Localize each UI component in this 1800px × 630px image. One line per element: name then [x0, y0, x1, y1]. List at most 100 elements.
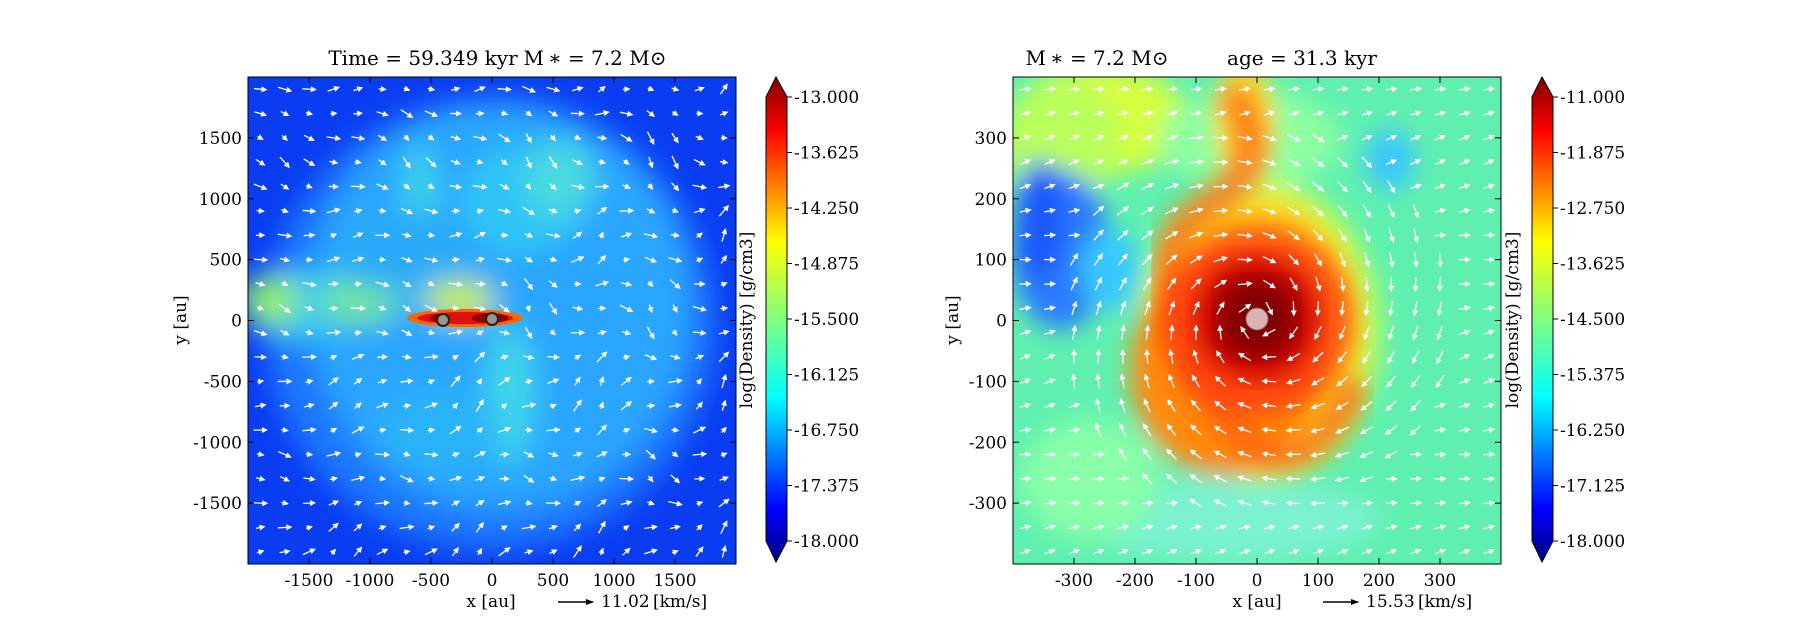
- right-velocity-arrow: [1068, 183, 1081, 190]
- left-velocity-arrow: [376, 329, 389, 336]
- right-velocity-arrow: [1214, 110, 1227, 117]
- left-velocity-arrow: [646, 326, 655, 340]
- right-velocity-arrow: [1213, 207, 1229, 214]
- left-velocity-arrow: [574, 134, 582, 141]
- left-velocity-arrow: [498, 208, 512, 215]
- left-velocity-arrow: [427, 183, 435, 189]
- left-velocity-arrow: [280, 183, 290, 190]
- right-velocity-arrow: [1412, 325, 1419, 341]
- right-velocity-arrow: [1458, 427, 1471, 433]
- right-velocity-arrow: [1411, 350, 1420, 365]
- right-velocity-arrow: [1044, 305, 1056, 312]
- left-velocity-arrow: [693, 426, 707, 434]
- right-xtick-label: -200: [1116, 571, 1154, 591]
- right-velocity-arrow: [1237, 475, 1252, 482]
- left-velocity-arrow: [256, 207, 265, 214]
- left-velocity-arrow: [692, 305, 708, 312]
- left-velocity-arrow: [548, 280, 558, 288]
- left-velocity-arrow: [302, 426, 317, 433]
- right-velocity-arrow: [1412, 252, 1419, 268]
- left-colorbar-tick-label: -17.375: [794, 477, 859, 497]
- right-velocity-arrow: [1237, 499, 1252, 506]
- left-velocity-arrow: [351, 353, 365, 360]
- left-velocity-arrow: [546, 232, 561, 239]
- right-velocity-arrow: [1143, 373, 1150, 389]
- right-velocity-arrow: [1388, 252, 1395, 268]
- left-velocity-arrow: [403, 499, 411, 506]
- left-velocity-arrow: [377, 378, 388, 385]
- left-velocity-arrow: [329, 476, 338, 482]
- right-velocity-arrow: [1044, 548, 1056, 555]
- left-velocity-arrow: [644, 524, 658, 531]
- right-velocity-arrow: [1315, 277, 1322, 292]
- left-velocity-arrow: [671, 329, 678, 336]
- left-velocity-arrow: [451, 86, 461, 93]
- left-velocity-arrow: [424, 353, 439, 360]
- right-velocity-arrow: [1019, 500, 1032, 507]
- right-velocity-arrow: [1483, 305, 1496, 312]
- left-velocity-arrow: [451, 452, 460, 458]
- right-velocity-arrow: [1483, 500, 1496, 507]
- right-velocity-arrow: [1458, 524, 1471, 531]
- left-velocity-arrow: [378, 207, 387, 214]
- right-velocity-arrow: [1459, 183, 1471, 190]
- right-velocity-arrow: [1214, 375, 1226, 387]
- right-velocity-arrow: [1412, 204, 1420, 219]
- right-velocity-arrow: [1213, 499, 1228, 507]
- left-velocity-arrow: [719, 159, 729, 166]
- right-velocity-arrow: [1214, 524, 1227, 531]
- left-velocity-arrow: [693, 329, 707, 336]
- right-velocity-arrow: [1436, 350, 1444, 365]
- right-velocity-arrow: [1239, 86, 1252, 93]
- left-velocity-arrow: [450, 134, 462, 141]
- left-velocity-arrow: [598, 376, 605, 386]
- right-velocity-arrow: [1213, 256, 1229, 263]
- left-velocity-arrow: [255, 158, 266, 166]
- right-ytick-label: 100: [975, 251, 1007, 271]
- right-xtick-label: 100: [1302, 571, 1334, 591]
- left-velocity-arrow: [476, 547, 483, 556]
- left-velocity-arrow: [646, 131, 655, 145]
- right-velocity-arrow: [1359, 450, 1374, 458]
- left-velocity-arrow: [597, 134, 608, 141]
- right-velocity-arrow: [1458, 500, 1471, 507]
- right-velocity-arrow: [1190, 548, 1203, 555]
- left-velocity-arrow: [525, 499, 533, 506]
- right-velocity-arrow: [1459, 134, 1471, 141]
- right-ytick-label: -100: [969, 372, 1007, 392]
- right-velocity-arrow: [1336, 86, 1349, 93]
- right-velocity-arrow: [1483, 548, 1495, 555]
- right-velocity-arrow: [1359, 475, 1374, 483]
- left-velocity-arrow: [572, 159, 584, 166]
- right-velocity-arrow: [1262, 183, 1277, 191]
- left-velocity-arrow: [571, 86, 584, 92]
- left-ytick-label: 0: [231, 312, 242, 332]
- right-colorbar-tick-label: -16.250: [1560, 421, 1625, 441]
- left-velocity-arrow: [302, 281, 317, 288]
- right-velocity-arrow: [1311, 133, 1325, 143]
- left-velocity-arrow: [402, 280, 412, 288]
- right-velocity-arrow: [1068, 159, 1080, 166]
- right-velocity-arrow: [1190, 86, 1203, 93]
- right-velocity-arrow: [1483, 378, 1495, 385]
- left-colorbar-tick-label: -14.875: [794, 255, 859, 275]
- right-velocity-arrow: [1287, 230, 1300, 241]
- left-velocity-arrow: [721, 373, 728, 389]
- right-velocity-arrow: [1313, 253, 1323, 267]
- right-velocity-arrow: [1093, 253, 1103, 266]
- left-velocity-arrow: [721, 545, 727, 558]
- left-velocity-arrow: [523, 451, 535, 458]
- left-velocity-arrow: [696, 524, 703, 531]
- right-velocity-arrow: [1434, 524, 1447, 531]
- right-velocity-arrow: [1237, 450, 1252, 458]
- right-velocity-arrow: [1238, 352, 1252, 362]
- left-velocity-arrow: [498, 133, 511, 143]
- right-velocity-arrow: [1019, 305, 1032, 312]
- right-velocity-arrow: [1287, 134, 1301, 142]
- right-velocity-arrow: [1068, 232, 1081, 239]
- left-velocity-arrow: [619, 110, 634, 117]
- left-velocity-arrow: [620, 232, 633, 238]
- right-velocity-arrow: [1434, 207, 1447, 214]
- right-velocity-arrow: [1092, 86, 1105, 93]
- left-velocity-arrow: [572, 451, 583, 458]
